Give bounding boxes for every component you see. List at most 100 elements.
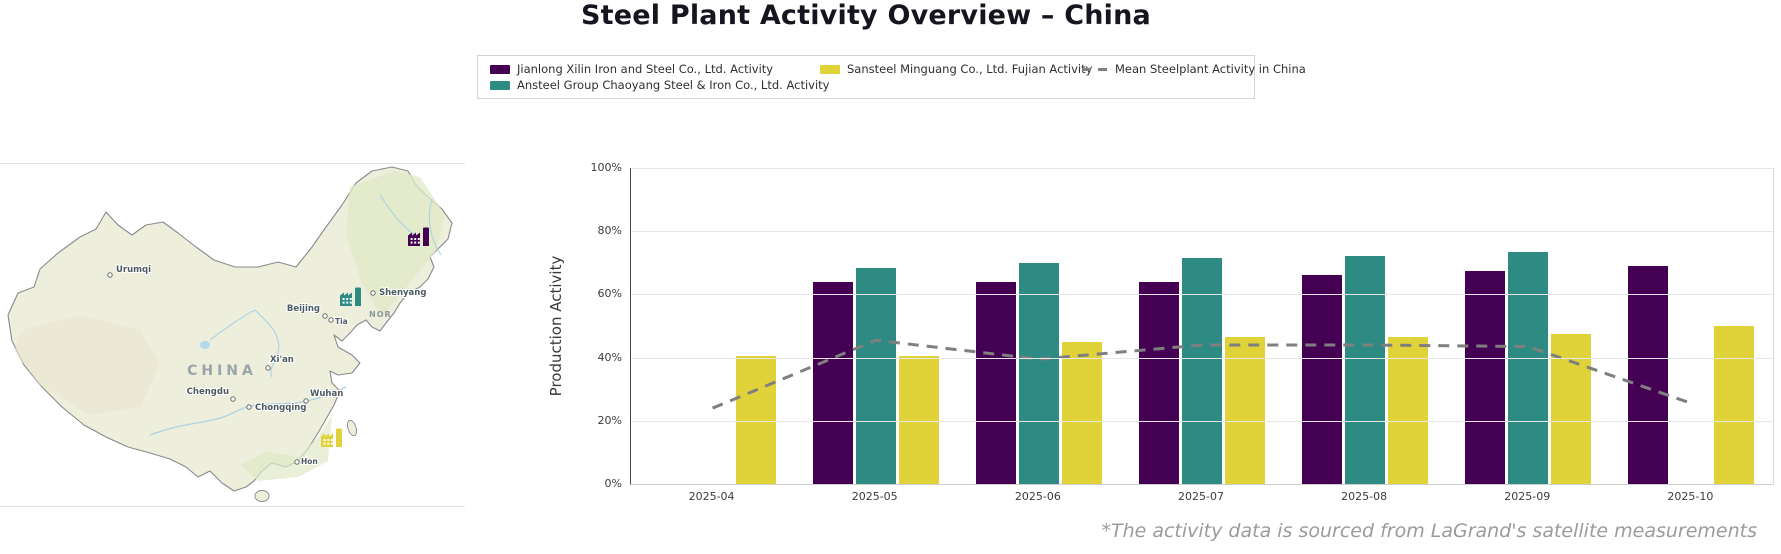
factory-window xyxy=(410,241,413,244)
city-marker-hon: Hon xyxy=(294,456,319,467)
factory-window xyxy=(323,439,326,441)
gridline-80 xyxy=(631,231,1773,233)
city-marker-shenyang: Shenyang xyxy=(370,287,427,299)
yangtze-river xyxy=(149,386,347,436)
bar-groups xyxy=(631,168,1773,484)
legend-swatch-ansteel xyxy=(490,80,510,90)
factory-window xyxy=(323,442,326,445)
bar-sansteel-2025-08 xyxy=(1388,337,1429,484)
factory-window xyxy=(342,301,345,304)
city-label: Xi'an xyxy=(270,355,294,365)
city-label: Shenyang xyxy=(379,288,426,298)
bar-group-2025-08 xyxy=(1284,168,1447,484)
factory-window xyxy=(346,301,349,304)
x-tick-2025-05: 2025-05 xyxy=(851,490,898,503)
x-tick-2025-10: 2025-10 xyxy=(1667,490,1714,503)
legend-label-mean: Mean Steelplant Activity in China xyxy=(1115,62,1306,76)
bar-jianlong-2025-05 xyxy=(812,281,853,484)
city-marker-chengdu: Chengdu xyxy=(186,386,236,402)
bar-sansteel-2025-07 xyxy=(1224,337,1265,484)
page-title: Steel Plant Activity Overview – China xyxy=(581,0,1151,31)
terrain-northeast xyxy=(346,171,445,317)
region-label-partial: NOR xyxy=(369,310,392,319)
bar-ansteel-2025-07 xyxy=(1181,258,1222,484)
factory-icon xyxy=(321,428,342,447)
y-tick-20: 20% xyxy=(597,413,622,427)
legend-label-sansteel: Sansteel Minguang Co., Ltd. Fujian Activ… xyxy=(847,62,1093,76)
bar-group-2025-10 xyxy=(1610,168,1773,484)
factory-window xyxy=(414,241,417,244)
city-dot xyxy=(370,290,376,296)
city-marker-chongqing: Chongqing xyxy=(246,402,307,414)
footnote: *The activity data is sourced from LaGra… xyxy=(1101,520,1757,542)
legend-swatch-jianlong xyxy=(490,64,510,74)
city-marker-beijing: Beijing xyxy=(286,303,328,319)
bar-group-2025-05 xyxy=(794,168,957,484)
city-label: Wuhan xyxy=(310,389,343,399)
y-tick-100: 100% xyxy=(590,161,622,174)
bar-jianlong-2025-10 xyxy=(1628,265,1669,484)
x-tick-2025-04: 2025-04 xyxy=(688,490,735,503)
legend-swatch-sansteel xyxy=(820,64,840,74)
city-markers: Urumqi Beijing Tia Shenyang Xi'an Chengdu Chon… xyxy=(107,264,427,467)
lake xyxy=(200,341,210,349)
city-label: Beijing xyxy=(287,304,320,314)
factory-window xyxy=(346,298,349,300)
x-tick-2025-09: 2025-09 xyxy=(1504,490,1551,503)
hainan-island xyxy=(254,490,270,502)
bar-jianlong-2025-08 xyxy=(1302,275,1343,484)
city-marker-xi-an: Xi'an xyxy=(265,354,295,371)
city-dot xyxy=(328,317,334,323)
bar-group-2025-09 xyxy=(1447,168,1610,484)
bar-group-2025-07 xyxy=(1120,168,1283,484)
bar-group-2025-04 xyxy=(631,168,794,484)
bar-sansteel-2025-06 xyxy=(1061,341,1102,484)
bar-ansteel-2025-08 xyxy=(1345,256,1386,484)
x-tick-2025-06: 2025-06 xyxy=(1014,490,1061,503)
y-tick-60: 60% xyxy=(597,287,622,301)
bar-ansteel-2025-06 xyxy=(1018,262,1059,484)
y-tick-80: 80% xyxy=(597,224,622,238)
y-tick-0: 0% xyxy=(604,477,622,490)
chart-legend: Jianlong Xilin Iron and Steel Co., Ltd. … xyxy=(477,55,1306,99)
bar-jianlong-2025-07 xyxy=(1138,281,1179,484)
city-marker-urumqi: Urumqi xyxy=(107,264,152,278)
plant-markers xyxy=(321,227,429,447)
legend-label-ansteel: Ansteel Group Chaoyang Steel & Iron Co.,… xyxy=(517,78,830,92)
terrain-south xyxy=(240,415,332,481)
city-dot xyxy=(265,365,271,371)
china-map: CHINA NOR Urumqi Beijing Tia Shenyang Xi'an C… xyxy=(0,163,465,507)
plant-marker-jianlong xyxy=(408,227,429,246)
city-label: Tia xyxy=(335,317,348,326)
legend-item-mean: Mean Steelplant Activity in China xyxy=(1082,61,1306,77)
legend-dash-icon xyxy=(1082,67,1108,71)
city-marker-wuhan: Wuhan xyxy=(303,388,344,404)
bar-group-2025-06 xyxy=(957,168,1120,484)
city-label: Hon xyxy=(301,457,318,466)
factory-window xyxy=(327,439,330,441)
city-dot xyxy=(107,272,113,278)
legend-item-sansteel: Sansteel Minguang Co., Ltd. Fujian Activ… xyxy=(820,61,1092,77)
gridline-60 xyxy=(631,294,1773,296)
legend-item-jianlong: Jianlong Xilin Iron and Steel Co., Ltd. … xyxy=(490,61,820,77)
factory-window xyxy=(342,298,345,300)
factory-window xyxy=(330,439,333,441)
factory-window xyxy=(417,238,420,240)
city-dot xyxy=(294,459,300,465)
bar-sansteel-2025-10 xyxy=(1714,326,1755,484)
plant-marker-ansteel xyxy=(340,287,361,306)
factory-window xyxy=(417,241,420,244)
gridline-40 xyxy=(631,357,1773,359)
bar-jianlong-2025-09 xyxy=(1465,270,1506,484)
factory-window xyxy=(414,238,417,240)
factory-window xyxy=(349,298,352,300)
china-map-svg: CHINA NOR Urumqi Beijing Tia Shenyang Xi'an C… xyxy=(7,166,453,502)
terrain-tibet xyxy=(14,315,160,415)
gridline-20 xyxy=(631,420,1773,422)
taiwan-island xyxy=(347,419,357,437)
city-marker-tia: Tia xyxy=(328,316,349,327)
city-dot xyxy=(303,398,309,404)
city-label: Urumqi xyxy=(116,265,151,275)
factory-window xyxy=(349,301,352,304)
